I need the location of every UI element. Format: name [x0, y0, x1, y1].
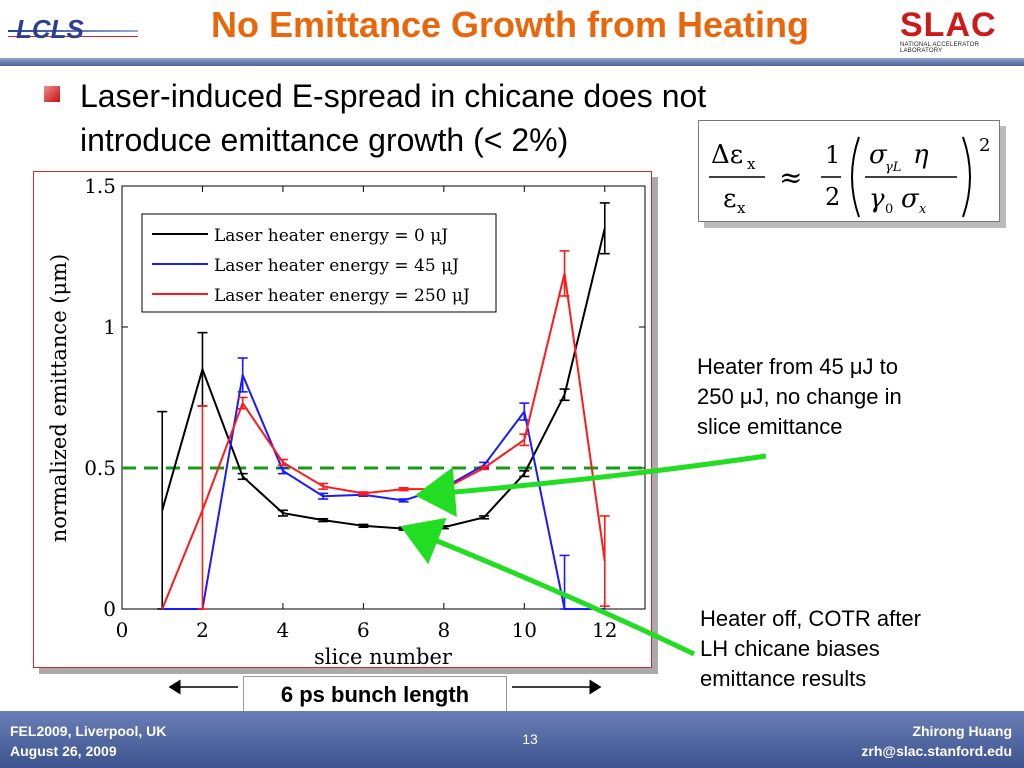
error-bar-2-10 — [559, 250, 570, 297]
x-tick-label-0: 0 — [116, 618, 129, 642]
slac-logo: SLAC NATIONAL ACCELERATOR LABORATORY — [900, 8, 1018, 54]
x-tick-label-3: 6 — [357, 618, 370, 642]
slac-logo-subtitle: NATIONAL ACCELERATOR LABORATORY — [900, 42, 980, 54]
y-tick-label-2: 1 — [103, 315, 116, 339]
formula-graphic: Δε x ε x ≈ 1 2 σ γL η γ 0 σ x 2 — [709, 135, 990, 218]
formula-lhs-numerator-sub: x — [747, 155, 756, 173]
y-tick-labels: 0 0.5 1 1.5 — [84, 174, 116, 621]
bunch-length-label: 6 ps bunch length — [243, 676, 507, 714]
annotation-off-line-1: Heater off, COTR after — [700, 606, 921, 631]
error-bar-2-3 — [277, 458, 288, 466]
bullet-line-2: introduce emittance growth (< 2%) — [80, 122, 569, 158]
error-bar-2-2 — [237, 396, 248, 410]
bullet-line-1: Laser-induced E-spread in chicane does n… — [80, 78, 707, 114]
x-tick-label-5: 10 — [512, 618, 537, 642]
emittance-chart-panel: 0 2 4 6 8 10 12 0 0.5 1 1.5 slice number normaliz… — [33, 171, 652, 668]
annotation-heater-on: Heater from 45 μJ to 250 μJ, no change i… — [697, 352, 997, 442]
error-bar-1-6 — [398, 498, 409, 503]
error-bar-2-6 — [398, 486, 409, 492]
error-bar-1-9 — [519, 402, 530, 421]
formula-lhs-denominator: ε — [723, 184, 736, 214]
lcls-logo: LCLS — [8, 14, 138, 44]
x-tick-labels: 0 2 4 6 8 10 12 — [116, 618, 618, 642]
footer-date: August 26, 2009 — [10, 743, 117, 759]
annotation-heater-line-3: slice emittance — [697, 414, 843, 439]
error-bar-1-4 — [318, 492, 329, 500]
formula-sigma-x: σ — [901, 184, 920, 214]
formula-sigma-gamma: σ — [869, 140, 888, 170]
legend-label-0: Laser heater energy = 0 μJ — [214, 226, 448, 246]
annotation-off-line-3: emittance results — [700, 666, 867, 691]
bullet-point: Laser-induced E-spread in chicane does n… — [80, 74, 880, 162]
error-bar-0-8 — [479, 515, 490, 520]
error-bar-2-9 — [519, 433, 530, 447]
x-tick-label-1: 2 — [196, 618, 209, 642]
header-divider — [0, 58, 1024, 66]
slac-logo-text: SLAC — [900, 6, 997, 44]
error-bar-1-3 — [277, 467, 288, 475]
annotation-heater-line-1: Heater from 45 μJ to — [697, 354, 898, 379]
error-bar-0-3 — [277, 509, 288, 517]
error-bar-1-2 — [237, 357, 248, 393]
x-axis-label: slice number — [314, 645, 453, 667]
formula-lhs-numerator: Δε — [711, 140, 743, 170]
formula-sigma-x-sub: x — [919, 202, 927, 217]
series-line-1 — [162, 371, 605, 610]
footer-email: zrh@slac.stanford.edu — [861, 743, 1012, 759]
y-tick-label-3: 1.5 — [84, 174, 116, 198]
error-bar-0-11 — [599, 202, 610, 255]
emittance-chart: 0 2 4 6 8 10 12 0 0.5 1 1.5 slice number normaliz… — [47, 174, 646, 667]
x-tick-label-2: 4 — [277, 618, 290, 642]
slide-footer: FEL2009, Liverpool, UK August 26, 2009 1… — [0, 711, 1024, 768]
x-tick-label-4: 8 — [437, 618, 450, 642]
footer-author: Zhirong Huang — [912, 723, 1012, 739]
formula-gamma-sub: 0 — [885, 202, 893, 217]
formula-power: 2 — [979, 135, 990, 156]
error-bar-0-10 — [559, 388, 570, 402]
legend-label-1: Laser heater energy = 45 μJ — [214, 256, 459, 276]
x-tick-label-6: 12 — [592, 618, 617, 642]
error-bar-0-4 — [318, 517, 329, 523]
error-bar-2-4 — [318, 482, 329, 490]
formula-lhs-denominator-sub: x — [737, 199, 746, 217]
page-number: 13 — [522, 731, 538, 747]
error-bar-0-2 — [237, 472, 248, 481]
y-axis-label: normalized emittance (μm) — [47, 254, 71, 542]
y-tick-label-0: 0 — [103, 597, 116, 621]
footer-left: FEL2009, Liverpool, UK August 26, 2009 — [10, 721, 166, 761]
series-line-2 — [161, 273, 606, 610]
error-bar-2-1 — [197, 405, 208, 610]
formula-eta: η — [913, 140, 929, 170]
formula-half-denominator: 2 — [825, 183, 840, 211]
formula-half-numerator: 1 — [825, 141, 840, 169]
slide-title: No Emittance Growth from Heating — [210, 4, 810, 45]
bullet-icon — [44, 86, 60, 102]
y-tick-label-1: 0.5 — [84, 456, 116, 480]
chart-legend: Laser heater energy = 0 μJ Laser heater … — [141, 213, 497, 313]
error-bar-0-5 — [358, 523, 369, 529]
annotation-heater-line-2: 250 μJ, no change in — [697, 384, 902, 409]
footer-right: Zhirong Huang zrh@slac.stanford.edu — [861, 721, 1012, 761]
error-bar-2-5 — [358, 491, 369, 496]
emittance-formula: Δε x ε x ≈ 1 2 σ γL η γ 0 σ x 2 — [698, 120, 1000, 222]
legend-label-2: Laser heater energy = 250 μJ — [214, 286, 470, 306]
lcls-logo-text: LCLS — [16, 14, 85, 44]
annotation-off-line-2: LH chicane biases — [700, 636, 880, 661]
formula-sigma-gamma-sub: γL — [885, 160, 901, 175]
annotation-heater-off: Heater off, COTR after LH chicane biases… — [700, 604, 1000, 694]
footer-conference: FEL2009, Liverpool, UK — [10, 723, 167, 739]
slide-header: LCLS No Emittance Growth from Heating SL… — [0, 0, 1024, 60]
formula-gamma: γ — [869, 184, 885, 214]
formula-approx: ≈ — [779, 161, 802, 194]
